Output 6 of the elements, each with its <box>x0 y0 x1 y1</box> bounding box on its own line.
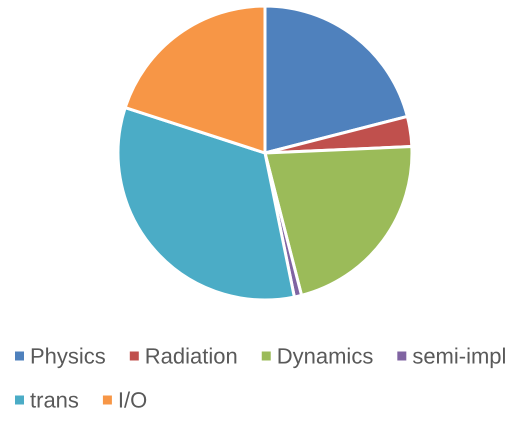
legend-label: Radiation <box>144 344 238 368</box>
legend-label: semi-impl <box>412 344 506 368</box>
legend-label: trans <box>30 388 79 412</box>
legend-label: Dynamics <box>276 344 374 368</box>
legend-label: Physics <box>30 344 106 368</box>
legend-label: I/O <box>118 388 148 412</box>
